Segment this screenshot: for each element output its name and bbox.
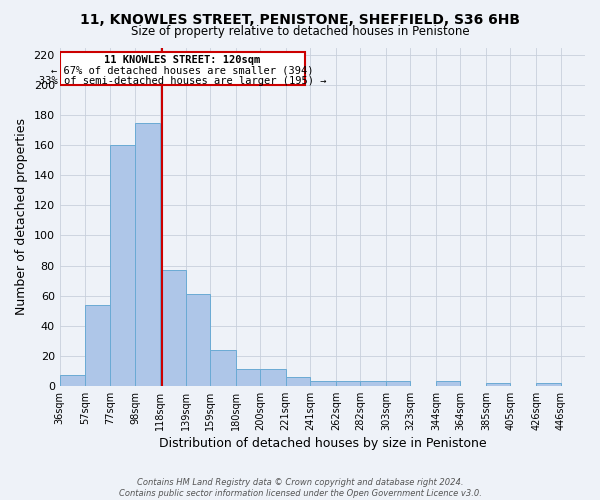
Text: ← 67% of detached houses are smaller (394): ← 67% of detached houses are smaller (39… xyxy=(51,66,314,76)
Bar xyxy=(486,383,511,386)
Bar xyxy=(59,376,85,386)
Bar xyxy=(286,377,310,386)
Bar xyxy=(236,370,260,386)
Text: Size of property relative to detached houses in Penistone: Size of property relative to detached ho… xyxy=(131,25,469,38)
Y-axis label: Number of detached properties: Number of detached properties xyxy=(15,118,28,315)
Bar xyxy=(136,122,160,386)
Bar xyxy=(160,270,185,386)
Bar xyxy=(360,382,386,386)
Bar xyxy=(310,382,336,386)
Bar xyxy=(210,350,236,386)
Text: 11, KNOWLES STREET, PENISTONE, SHEFFIELD, S36 6HB: 11, KNOWLES STREET, PENISTONE, SHEFFIELD… xyxy=(80,12,520,26)
Bar xyxy=(436,382,460,386)
Bar xyxy=(536,383,560,386)
X-axis label: Distribution of detached houses by size in Penistone: Distribution of detached houses by size … xyxy=(158,437,486,450)
Bar xyxy=(85,304,110,386)
FancyBboxPatch shape xyxy=(59,52,305,85)
Bar xyxy=(110,145,136,386)
Text: Contains HM Land Registry data © Crown copyright and database right 2024.
Contai: Contains HM Land Registry data © Crown c… xyxy=(119,478,481,498)
Bar xyxy=(260,370,286,386)
Text: 33% of semi-detached houses are larger (195) →: 33% of semi-detached houses are larger (… xyxy=(38,76,326,86)
Bar xyxy=(185,294,210,386)
Text: 11 KNOWLES STREET: 120sqm: 11 KNOWLES STREET: 120sqm xyxy=(104,55,260,65)
Bar xyxy=(336,382,360,386)
Bar xyxy=(386,382,410,386)
